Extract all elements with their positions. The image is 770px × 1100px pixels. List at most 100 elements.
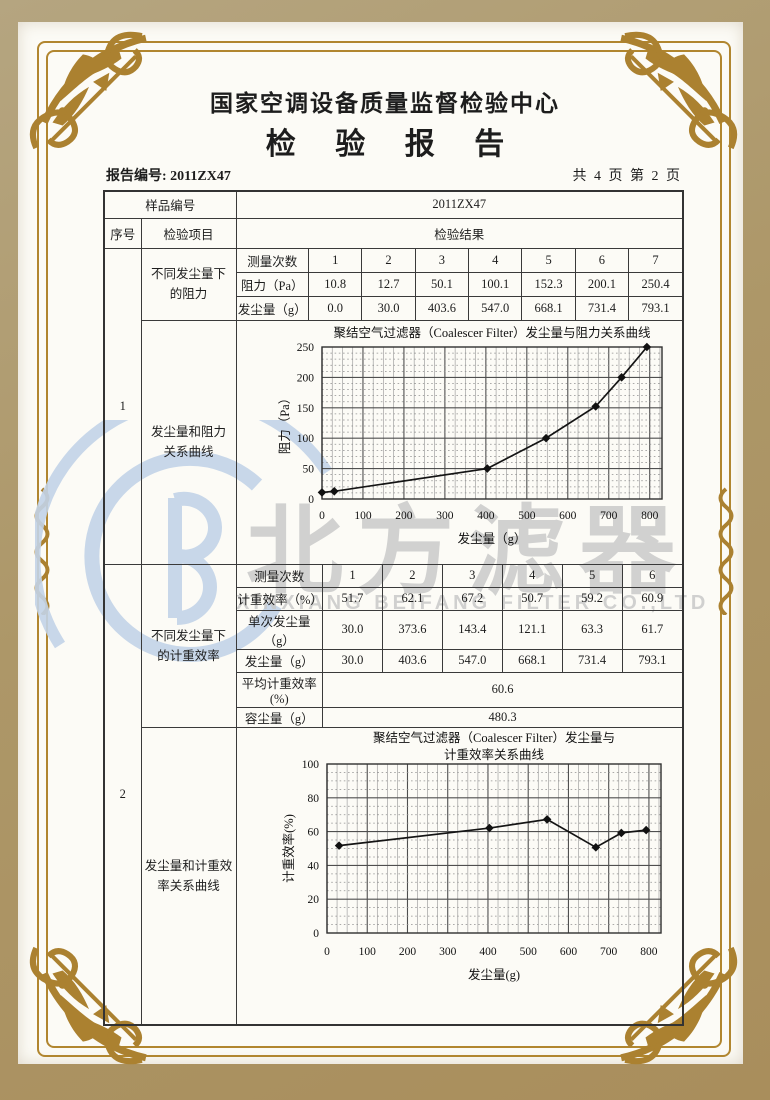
svg-text:700: 700 (600, 510, 618, 522)
svg-text:200: 200 (395, 510, 413, 522)
rail-curl-icon (718, 487, 734, 615)
svg-text:计重效率关系曲线: 计重效率关系曲线 (444, 747, 545, 762)
svg-text:150: 150 (296, 402, 314, 414)
table-row: 发尘量和计重效 率关系曲线 聚结空气过滤器（Coalescer Filter）发… (104, 726, 684, 1025)
org-title: 国家空调设备质量监督检验中心 (210, 91, 560, 116)
svg-text:阻力（Pa）: 阻力（Pa） (278, 391, 292, 454)
svg-text:100: 100 (358, 946, 376, 958)
table-row: 测量次数 1 2 3 4 5 6 (236, 564, 682, 588)
svg-text:0: 0 (319, 510, 325, 522)
value-cell: 50.1 (414, 271, 470, 297)
value-cell: 5 (561, 564, 623, 588)
value-cell: 50.7 (501, 586, 563, 611)
value-cell: 61.7 (621, 609, 682, 650)
row-label: 发尘量（g） (236, 295, 310, 320)
corner-flourish-icon (620, 31, 738, 150)
section2-subtable: 测量次数 1 2 3 4 5 6 计重效率（%） 51.7 62.1 67.2 50.7 59.2 60.… (236, 564, 682, 727)
value-cell: 1 (322, 564, 383, 588)
svg-text:400: 400 (479, 946, 497, 958)
value-cell: 200.1 (574, 271, 630, 297)
svg-text:300: 300 (439, 946, 457, 958)
svg-text:400: 400 (477, 510, 495, 522)
value-cell: 1 (308, 248, 363, 273)
value-cell: 3 (414, 248, 470, 273)
column-header-result: 检验结果 (235, 217, 684, 249)
resistance-chart: 聚结空气过滤器（Coalescer Filter）发尘量与阻力关系曲线 0 50 10… (235, 319, 684, 565)
svg-text:发尘量(g): 发尘量(g) (467, 967, 519, 982)
value-cell: 0.0 (308, 295, 363, 320)
efficiency-chart: 聚结空气过滤器（Coalescer Filter）发尘量与 计重效率关系曲线 0 20… (235, 726, 684, 1025)
value-cell: 250.4 (628, 271, 682, 297)
value-cell: 4 (468, 248, 523, 273)
row-label: 容尘量（g） (236, 706, 324, 727)
svg-text:50: 50 (302, 463, 314, 475)
svg-text:600: 600 (559, 946, 577, 958)
report-number: 报告编号: 2011ZX47 (106, 169, 231, 184)
summary-value-cell: 480.3 (322, 706, 682, 727)
table-row: 阻力（Pa） 10.8 12.7 50.1 100.1 152.3 200.1 250.4 (236, 271, 682, 297)
value-cell: 143.4 (441, 609, 503, 650)
value-cell: 30.0 (322, 648, 383, 673)
section1-item-label: 不同发尘量下 的阻力 (140, 247, 237, 321)
rail-curl-icon (34, 487, 50, 615)
svg-text:600: 600 (559, 510, 577, 522)
section2-seq: 2 (103, 563, 142, 1025)
row-label: 单次发尘量（g） (236, 609, 324, 650)
table-row: 测量次数 1 2 3 4 5 6 7 (236, 248, 682, 273)
table-row: 计重效率（%） 51.7 62.1 67.2 50.7 59.2 60.9 (236, 586, 682, 611)
section1-chart-label: 发尘量和阻力 关系曲线 (140, 319, 237, 565)
svg-text:500: 500 (518, 510, 536, 522)
summary-row: 容尘量（g） 480.3 (236, 706, 682, 727)
svg-text:100: 100 (301, 759, 319, 771)
table-header-row: 序号 检验项目 检验结果 (103, 217, 684, 249)
value-cell: 67.2 (441, 586, 503, 611)
svg-text:250: 250 (296, 342, 314, 354)
svg-text:0: 0 (308, 494, 314, 506)
page-count: 共 4 页 第 2 页 (572, 169, 682, 184)
value-cell: 4 (501, 564, 563, 588)
row-label: 平均计重效率(%) (236, 671, 324, 708)
svg-text:800: 800 (641, 510, 659, 522)
value-cell: 403.6 (381, 648, 443, 673)
value-cell: 121.1 (501, 609, 563, 650)
table-row: 发尘量（g） 0.0 30.0 403.6 547.0 668.1 731.4 793.1 (236, 295, 682, 320)
value-cell: 60.9 (621, 586, 682, 611)
summary-row: 平均计重效率(%) 60.6 (236, 671, 682, 708)
svg-text:200: 200 (296, 372, 314, 384)
row-label: 阻力（Pa） (236, 271, 310, 297)
value-cell: 12.7 (361, 271, 416, 297)
value-cell: 6 (621, 564, 682, 588)
value-cell: 152.3 (521, 271, 576, 297)
column-header-item: 检验项目 (140, 217, 237, 249)
value-cell: 547.0 (441, 648, 503, 673)
value-cell: 5 (521, 248, 576, 273)
value-cell: 7 (628, 248, 682, 273)
section2-item-label: 不同发尘量下 的计重效率 (140, 563, 237, 728)
resistance-chart-svg: 聚结空气过滤器（Coalescer Filter）发尘量与阻力关系曲线 0 50 10… (278, 325, 663, 546)
value-cell: 59.2 (561, 586, 623, 611)
section2-chart-label: 发尘量和计重效 率关系曲线 (140, 726, 237, 1025)
svg-text:60: 60 (307, 826, 319, 838)
table-row: 样品编号 2011ZX47 (103, 190, 684, 219)
value-cell: 668.1 (501, 648, 563, 673)
column-header-seq: 序号 (103, 217, 142, 249)
value-cell: 10.8 (308, 271, 363, 297)
value-cell: 2 (381, 564, 443, 588)
row-label: 测量次数 (236, 248, 310, 273)
doc-title: 检 验 报 告 (265, 128, 521, 161)
svg-text:800: 800 (640, 946, 658, 958)
corner-flourish-icon (29, 31, 147, 150)
svg-text:500: 500 (519, 946, 537, 958)
value-cell: 547.0 (468, 295, 523, 320)
row-label: 计重效率（%） (236, 586, 324, 611)
section2-data-cell: 测量次数 1 2 3 4 5 6 计重效率（%） 51.7 62.1 67.2 50.7 59.2 60.… (235, 563, 684, 728)
table-row: 发尘量（g） 30.0 403.6 547.0 668.1 731.4 793.1 (236, 648, 682, 673)
value-cell: 403.6 (414, 295, 470, 320)
value-cell: 2 (361, 248, 416, 273)
value-cell: 30.0 (361, 295, 416, 320)
sample-number-value: 2011ZX47 (235, 190, 684, 219)
value-cell: 373.6 (381, 609, 443, 650)
value-cell: 62.1 (381, 586, 443, 611)
